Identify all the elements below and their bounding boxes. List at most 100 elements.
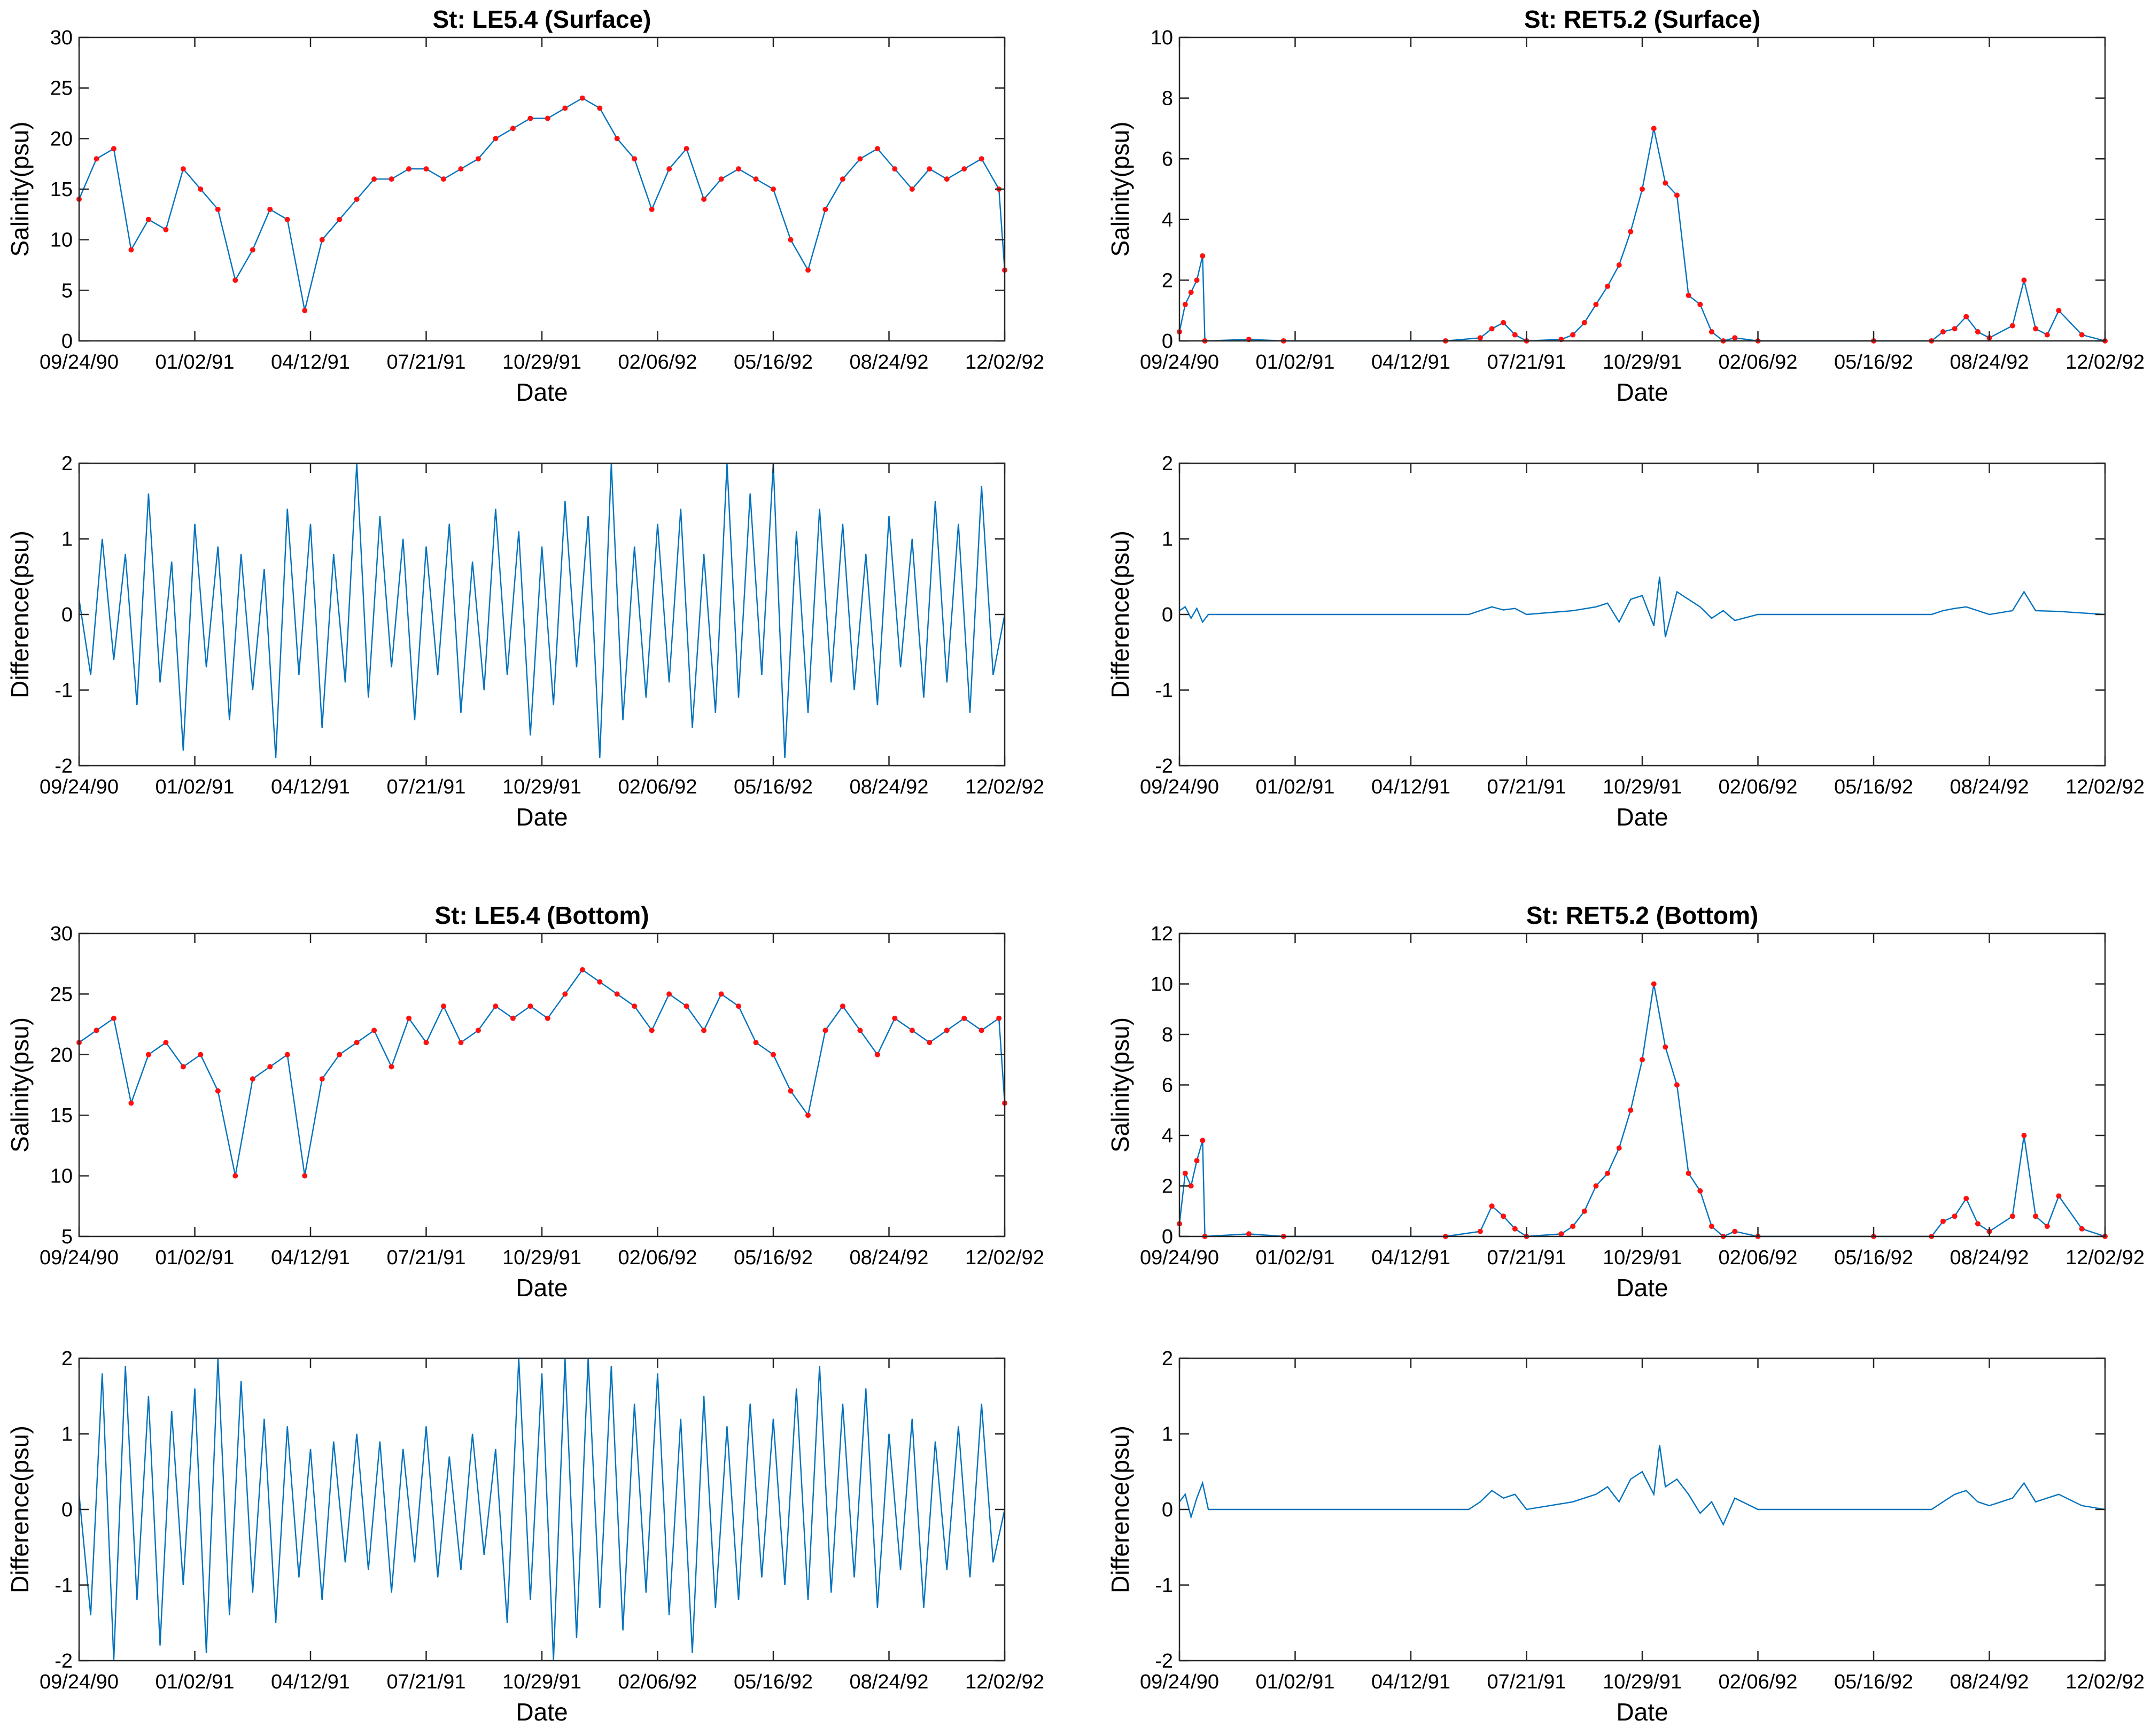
data-point bbox=[649, 1027, 655, 1033]
y-tick-label: 0 bbox=[1162, 1226, 1173, 1248]
data-point bbox=[1570, 1224, 1576, 1229]
x-tick-label: 01/02/91 bbox=[156, 776, 235, 798]
x-tick-label: 08/24/92 bbox=[1950, 776, 2029, 798]
x-tick-label: 04/12/91 bbox=[1371, 1247, 1450, 1269]
data-point bbox=[805, 1112, 811, 1118]
data-point bbox=[527, 1003, 533, 1009]
x-tick-label: 04/12/91 bbox=[271, 776, 350, 798]
x-tick-label: 04/12/91 bbox=[1371, 776, 1450, 798]
x-tick-label: 05/16/92 bbox=[734, 776, 813, 798]
data-point bbox=[1663, 1044, 1668, 1050]
data-point bbox=[840, 1003, 845, 1009]
data-point bbox=[406, 1015, 411, 1021]
data-point bbox=[180, 1064, 186, 1070]
axes-frame bbox=[78, 932, 1006, 1237]
data-point bbox=[1605, 1170, 1611, 1176]
data-point bbox=[475, 156, 481, 162]
data-point bbox=[354, 1040, 360, 1046]
data-point bbox=[944, 1027, 950, 1033]
data-point bbox=[1709, 329, 1714, 334]
data-point bbox=[1640, 1057, 1645, 1063]
y-tick-label: 0 bbox=[1162, 1499, 1173, 1521]
data-point bbox=[1501, 1213, 1507, 1219]
data-point bbox=[2044, 332, 2050, 338]
x-tick-label: 10/29/91 bbox=[502, 1671, 581, 1693]
data-point bbox=[1697, 1188, 1703, 1194]
y-axis-label: Difference(psu) bbox=[6, 531, 34, 698]
data-point bbox=[371, 176, 377, 182]
chart-title: St: LE5.4 (Surface) bbox=[433, 5, 651, 33]
y-tick-label: 6 bbox=[1162, 148, 1173, 170]
x-tick-label: 10/29/91 bbox=[502, 776, 581, 798]
data-point bbox=[996, 1015, 1002, 1021]
data-point bbox=[1200, 1138, 1206, 1143]
axes-frame bbox=[78, 462, 1006, 767]
x-tick-label: 01/02/91 bbox=[156, 1671, 235, 1693]
data-point bbox=[1940, 1218, 1946, 1224]
data-point bbox=[232, 277, 238, 283]
data-point bbox=[1952, 326, 1958, 332]
data-point bbox=[441, 176, 446, 182]
data-point bbox=[562, 991, 568, 997]
y-axis-label: Salinity(psu) bbox=[6, 121, 34, 256]
y-tick-label: 0 bbox=[61, 604, 73, 626]
data-point bbox=[2079, 332, 2085, 338]
y-tick-label: -2 bbox=[1155, 755, 1173, 777]
data-point bbox=[857, 1027, 863, 1033]
y-tick-label: -1 bbox=[1155, 1575, 1173, 1597]
x-tick-label: 02/06/92 bbox=[618, 1671, 697, 1693]
y-tick-label: -1 bbox=[55, 680, 73, 702]
data-point bbox=[614, 136, 620, 142]
data-point bbox=[510, 1015, 516, 1021]
data-point bbox=[753, 176, 759, 182]
x-tick-label: 01/02/91 bbox=[156, 351, 235, 373]
x-tick-label: 09/24/90 bbox=[1140, 776, 1219, 798]
y-tick-label: 0 bbox=[61, 1499, 73, 1521]
y-tick-label: 8 bbox=[1162, 1024, 1173, 1046]
data-point bbox=[1182, 1170, 1188, 1176]
x-tick-label: 10/29/91 bbox=[502, 351, 581, 373]
x-tick-label: 09/24/90 bbox=[40, 1671, 119, 1693]
data-point bbox=[2056, 1193, 2062, 1199]
data-point bbox=[1686, 1170, 1691, 1176]
data-point bbox=[2044, 1224, 2050, 1229]
data-point bbox=[180, 166, 186, 172]
data-point bbox=[1501, 320, 1507, 325]
x-tick-label: 02/06/92 bbox=[1719, 776, 1798, 798]
data-point bbox=[788, 237, 794, 243]
x-axis-label: Date bbox=[516, 1698, 568, 1726]
data-point bbox=[215, 1088, 221, 1094]
data-point bbox=[250, 1076, 255, 1082]
data-point bbox=[771, 186, 776, 192]
data-point bbox=[701, 196, 707, 202]
y-tick-label: 12 bbox=[1151, 923, 1173, 945]
data-point bbox=[1963, 1196, 1969, 1202]
x-tick-label: 09/24/90 bbox=[1140, 1247, 1219, 1269]
data-point bbox=[284, 216, 290, 222]
data-point bbox=[2021, 1133, 2027, 1138]
data-point bbox=[979, 156, 984, 162]
data-point bbox=[1616, 1145, 1622, 1151]
data-point bbox=[406, 166, 411, 172]
x-axis-label: Date bbox=[1616, 378, 1668, 406]
data-point bbox=[1674, 1082, 1680, 1088]
x-tick-label: 01/02/91 bbox=[1256, 776, 1335, 798]
y-axis-label: Salinity(psu) bbox=[6, 1017, 34, 1153]
y-tick-label: 2 bbox=[61, 1348, 73, 1370]
data-point bbox=[579, 95, 585, 101]
y-tick-label: 1 bbox=[1162, 528, 1173, 551]
y-tick-label: 10 bbox=[50, 229, 73, 252]
data-point bbox=[771, 1052, 776, 1057]
x-tick-label: 12/02/92 bbox=[965, 1671, 1044, 1693]
data-point bbox=[1732, 1228, 1738, 1234]
panel-le54-bottom-difference: -2 -1 0 1 2 09/24/90 01/02/91 04/12/91 07/21/91 1… bbox=[6, 1348, 1044, 1726]
data-point bbox=[666, 166, 672, 172]
data-point bbox=[1686, 292, 1691, 298]
x-tick-label: 12/02/92 bbox=[965, 1247, 1044, 1269]
x-tick-label: 08/24/92 bbox=[850, 351, 929, 373]
y-axis-label: Difference(psu) bbox=[1106, 1426, 1134, 1593]
data-point bbox=[822, 1027, 828, 1033]
data-point bbox=[1194, 1158, 1200, 1164]
x-tick-label: 07/21/91 bbox=[387, 351, 466, 373]
x-tick-label: 07/21/91 bbox=[387, 1247, 466, 1269]
